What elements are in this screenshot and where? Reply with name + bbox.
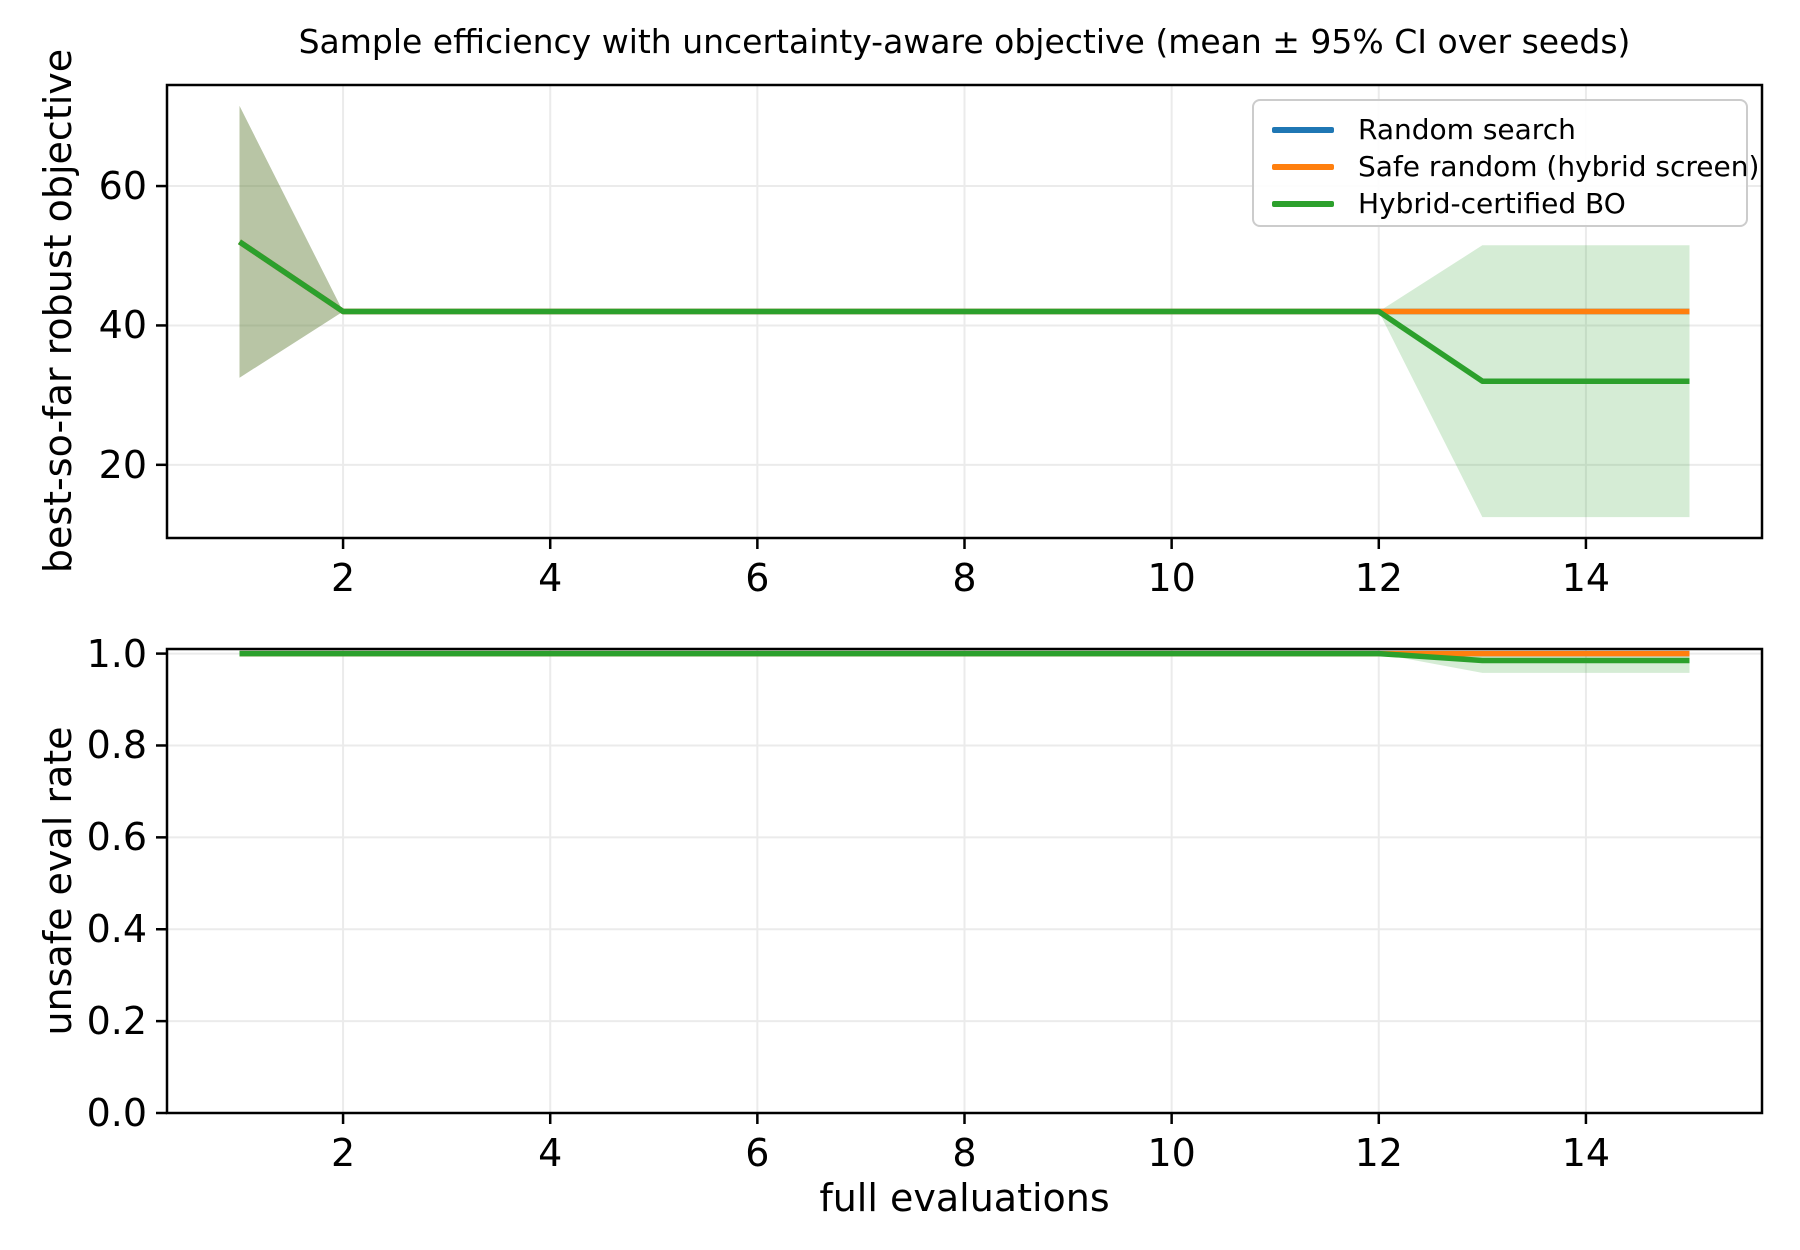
x-tick-label: 12 — [1354, 1131, 1403, 1175]
legend-label: Hybrid-certified BO — [1358, 187, 1626, 220]
bottom-y-axis-label: unsafe eval rate — [36, 726, 80, 1036]
x-axis-label: full evaluations — [819, 1176, 1110, 1220]
hybrid-bo-line-icon — [1272, 200, 1334, 207]
series-line — [239, 650, 1690, 664]
legend-label: Random search — [1358, 113, 1576, 146]
x-tick-label: 10 — [1147, 556, 1196, 600]
legend-entry-random-search: Random search — [1272, 111, 1746, 148]
y-tick-label: 0.6 — [86, 815, 147, 860]
legend-label: Safe random (hybrid screen) — [1358, 150, 1760, 183]
safe-random-line-icon — [1272, 163, 1334, 170]
y-tick-label: 20 — [98, 442, 147, 487]
x-tick-label: 8 — [952, 1131, 977, 1175]
x-tick-label: 2 — [330, 1131, 356, 1175]
y-tick-label: 0.0 — [86, 1091, 147, 1135]
x-tick-label: 10 — [1147, 1131, 1196, 1175]
x-tick-label: 6 — [745, 1131, 770, 1175]
series-line — [237, 239, 1690, 384]
y-tick-label: 0.4 — [86, 907, 147, 952]
x-tick-label: 4 — [538, 1131, 563, 1175]
legend-entry-hybrid-bo: Hybrid-certified BO — [1272, 185, 1746, 222]
legend: Random search Safe random (hybrid screen… — [1252, 99, 1759, 227]
x-tick-label: 14 — [1561, 1131, 1611, 1175]
chart-title: Sample efficiency with uncertainty-aware… — [298, 22, 1631, 61]
x-tick-label: 4 — [538, 556, 563, 600]
y-tick-label: 60 — [98, 164, 147, 209]
x-tick-label: 8 — [952, 556, 977, 600]
x-tick-label: 6 — [745, 556, 770, 600]
y-tick-label: 0.2 — [86, 999, 147, 1044]
y-tick-label: 1.0 — [86, 631, 147, 676]
top-y-axis-label: best-so-far robust objective — [36, 48, 80, 574]
legend-entry-safe-random: Safe random (hybrid screen) — [1272, 148, 1759, 185]
y-tick-label: 0.8 — [86, 723, 147, 768]
bottom-plot-area — [156, 647, 1764, 1124]
x-tick-label: 2 — [330, 556, 356, 600]
y-tick-label: 40 — [98, 303, 147, 348]
x-tick-label: 14 — [1561, 556, 1611, 600]
random-search-line-icon — [1272, 126, 1334, 133]
x-tick-label: 12 — [1354, 556, 1403, 600]
